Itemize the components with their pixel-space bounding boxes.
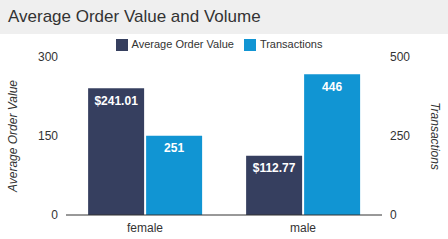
svg-text:0: 0 (51, 208, 58, 222)
html-text:Transactions: Transactions (259, 38, 323, 50)
html-text:Average Order Value and Volume: Average Order Value and Volume (8, 7, 261, 26)
html-text:Average Order Value: Average Order Value (131, 38, 234, 50)
svg-text:251: 251 (164, 141, 184, 155)
svg-text:0: 0 (390, 208, 397, 222)
svg-text:446: 446 (322, 80, 342, 94)
svg-text:150: 150 (38, 129, 58, 143)
svg-text:500: 500 (390, 50, 410, 64)
svg-text:$241.01: $241.01 (94, 94, 138, 108)
svg-text:Average Order Value: Average Order Value (8, 80, 20, 193)
svg-text:$112.77: $112.77 (253, 161, 296, 175)
svg-text:300: 300 (38, 50, 58, 64)
svg-text:male: male (290, 221, 316, 235)
svg-text:250: 250 (390, 129, 410, 143)
svg-text:Transactions: Transactions (428, 102, 440, 170)
svg-text:female: female (127, 221, 163, 235)
